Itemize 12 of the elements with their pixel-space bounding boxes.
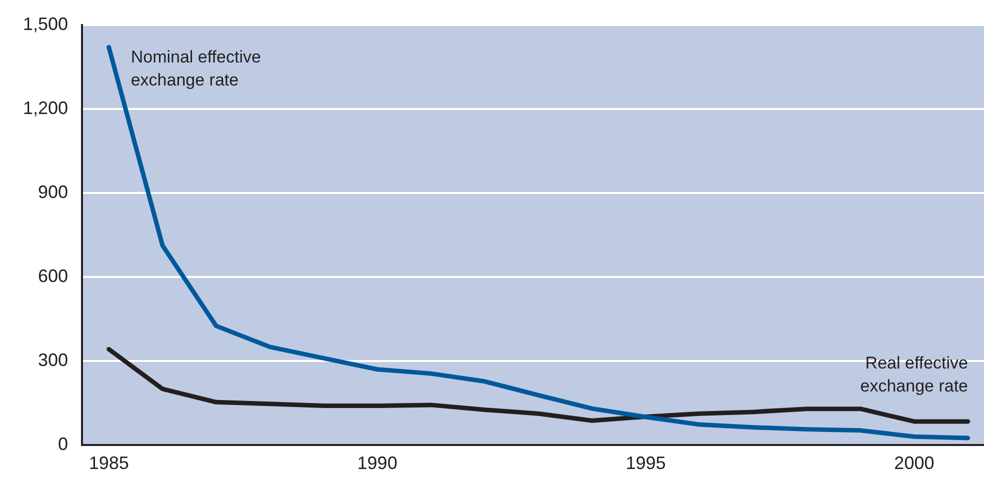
series-label: Nominal effective exchange rate — [130, 47, 261, 90]
y-tick-label: 1,500 — [22, 14, 68, 34]
y-tick-label: 300 — [38, 350, 68, 370]
x-tick-label: 1990 — [357, 452, 398, 473]
series-label: Real effective exchange rate — [860, 354, 968, 396]
y-tick-label: 900 — [38, 182, 68, 202]
y-tick-label: 600 — [38, 266, 68, 286]
y-tick-label: 0 — [58, 434, 68, 454]
y-tick-label: 1,200 — [22, 98, 68, 118]
x-tick-label: 2000 — [894, 452, 934, 473]
x-tick-label: 1995 — [626, 452, 666, 473]
x-tick-label: 1985 — [88, 452, 129, 473]
